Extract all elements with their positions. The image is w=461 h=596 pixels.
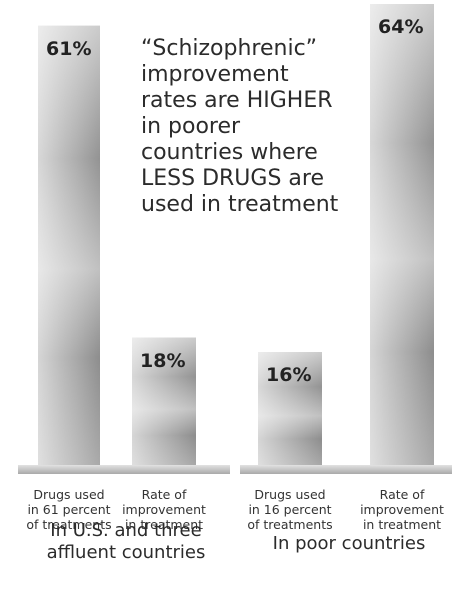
headline: “Schizophrenic” improvement rates are HI… (141, 36, 339, 217)
bar-value-label: 61% (46, 37, 92, 60)
group-label-affluent: In U.S. and three affluent countries (46, 520, 206, 563)
bar-category-label: Rate of improvement in treatment (360, 487, 444, 532)
bar-3 (258, 352, 322, 468)
bar-category-label: Drugs used in 61 percent of treatments (26, 487, 112, 532)
bar-value-label: 18% (140, 349, 186, 372)
bar-1 (38, 25, 100, 468)
bar-2 (132, 337, 196, 468)
baseline-left (18, 465, 230, 474)
bars-layer (38, 4, 434, 468)
bar-category-label: Drugs used in 16 percent of treatments (247, 487, 333, 532)
bar-value-label: 16% (266, 364, 312, 386)
group-label-poor: In poor countries (272, 533, 426, 554)
bar-value-label: 64% (378, 16, 424, 38)
bar-category-label: Rate of improvement in treatment (122, 487, 206, 532)
baseline-right (240, 465, 452, 474)
bar-4 (370, 4, 434, 468)
